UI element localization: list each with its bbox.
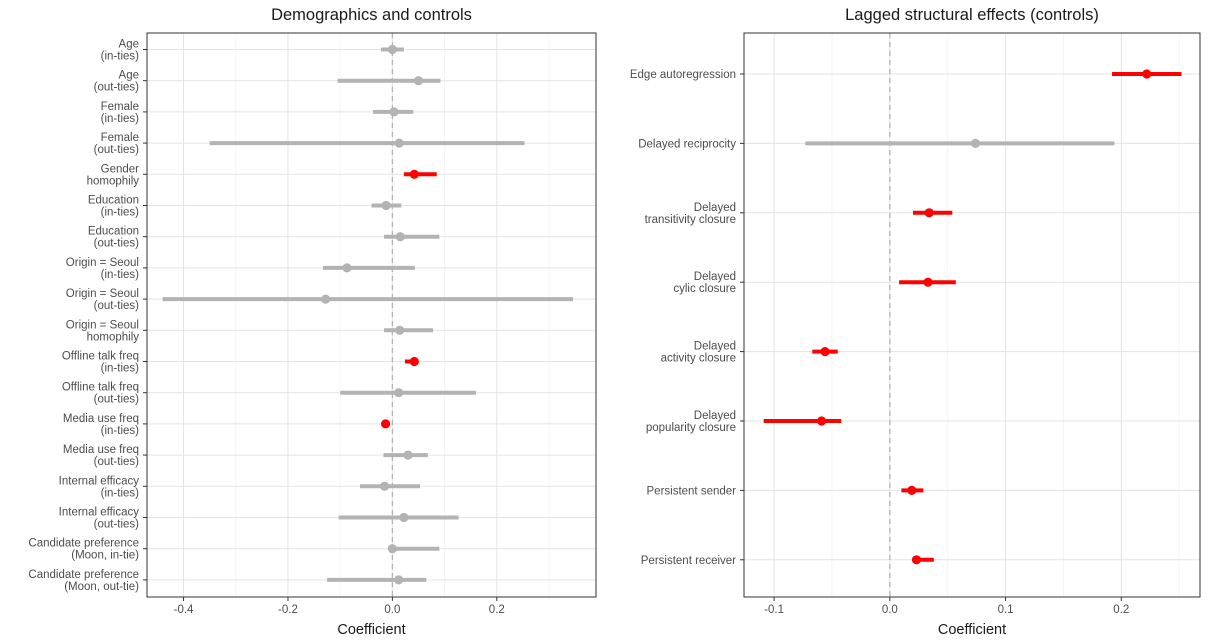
category-label: Media use freq	[63, 413, 139, 425]
point-estimate	[820, 347, 830, 357]
category-label: Persistent sender	[647, 485, 737, 497]
category-label: Persistent receiver	[641, 555, 736, 567]
category-label: Delayed	[694, 202, 736, 214]
category-label: (in-ties)	[101, 363, 140, 375]
category-label: (out-ties)	[94, 394, 140, 406]
category-label: (out-ties)	[94, 519, 140, 531]
x-tick-label: 0.0	[882, 604, 898, 616]
category-label: activity closure	[661, 353, 736, 365]
point-estimate	[409, 356, 419, 367]
left-panel-demographics: Age(in-ties)Age(out-ties)Female(in-ties)…	[28, 32, 597, 616]
category-label: Offline talk freq	[62, 351, 139, 363]
category-label: Internal efficacy	[59, 507, 140, 519]
category-label: (in-ties)	[101, 113, 140, 125]
panel-border	[146, 32, 597, 598]
x-tick-label: 0.0	[384, 604, 400, 616]
x-tick-label: -0.2	[278, 604, 298, 616]
category-label: (out-ties)	[94, 456, 140, 468]
category-label: (Moon, out-tie)	[64, 581, 139, 593]
point-estimate	[342, 263, 352, 273]
category-label: homophily	[87, 331, 140, 343]
category-label: Media use freq	[63, 444, 139, 456]
category-label: (in-ties)	[101, 487, 140, 499]
category-label: Female	[101, 101, 139, 113]
category-label: Candidate preference	[28, 538, 139, 550]
category-label: Delayed	[694, 341, 736, 353]
category-label: homophily	[87, 175, 140, 187]
left-x-axis-title: Coefficient	[337, 622, 405, 638]
left-panel-title: Demographics and controls	[271, 6, 472, 24]
category-label: Delayed reciprocity	[638, 138, 736, 150]
point-estimate	[395, 232, 405, 242]
right-panel-title: Lagged structural effects (controls)	[845, 6, 1099, 24]
category-label: Education	[88, 195, 139, 207]
category-label: (out-ties)	[94, 144, 140, 156]
point-estimate	[387, 544, 397, 554]
category-label: popularity closure	[646, 422, 736, 434]
point-estimate	[816, 416, 827, 426]
panel-border	[743, 32, 1201, 598]
point-estimate	[379, 481, 390, 491]
point-estimate	[911, 555, 922, 565]
category-label: (out-ties)	[94, 238, 140, 250]
category-label: (in-ties)	[101, 51, 140, 63]
category-label: (in-ties)	[101, 269, 140, 281]
point-estimate	[394, 138, 404, 148]
point-estimate	[403, 450, 413, 460]
category-label: Internal efficacy	[59, 475, 140, 487]
category-label: (in-ties)	[101, 425, 140, 437]
x-tick-label: -0.4	[174, 604, 194, 616]
point-estimate	[387, 44, 397, 55]
right-x-axis-title: Coefficient	[938, 622, 1006, 638]
category-label: Age	[119, 70, 139, 82]
point-estimate	[907, 485, 917, 495]
category-label: (in-ties)	[101, 207, 140, 219]
point-estimate	[1142, 69, 1152, 79]
category-label: Age	[119, 39, 139, 51]
point-estimate	[380, 419, 391, 429]
category-label: (out-ties)	[94, 82, 140, 94]
x-tick-label: 0.2	[1113, 604, 1129, 616]
category-label: Edge autoregression	[630, 69, 736, 81]
point-estimate	[970, 138, 981, 148]
point-estimate	[409, 169, 419, 179]
x-tick-label: -0.1	[764, 604, 784, 616]
category-label: cylic closure	[673, 283, 736, 295]
point-estimate	[381, 200, 391, 211]
point-estimate	[399, 512, 409, 523]
category-label: Delayed	[694, 271, 736, 283]
category-label: Candidate preference	[28, 569, 139, 581]
category-label: Origin = Seoul	[66, 257, 139, 269]
category-label: (Moon, in-tie)	[71, 550, 139, 562]
point-estimate	[394, 388, 404, 398]
category-label: Origin = Seoul	[66, 288, 139, 300]
category-label: Delayed	[694, 410, 736, 422]
x-tick-label: 0.2	[489, 604, 505, 616]
x-tick-label: 0.1	[998, 604, 1014, 616]
category-label: Education	[88, 226, 139, 238]
point-estimate	[389, 107, 399, 117]
point-estimate	[320, 294, 331, 304]
right-panel-structural-effects: Edge autoregression Delayed reciprocity De…	[630, 32, 1201, 616]
category-label: Gender	[101, 163, 140, 175]
point-estimate	[923, 277, 933, 287]
point-estimate	[413, 76, 424, 86]
point-estimate	[924, 208, 934, 218]
category-label: Female	[101, 132, 139, 144]
category-label: Origin = Seoul	[66, 319, 139, 331]
category-label: transitivity closure	[645, 214, 736, 226]
category-label: Offline talk freq	[62, 382, 139, 394]
category-label: (out-ties)	[94, 300, 140, 312]
point-estimate	[395, 325, 405, 335]
point-estimate	[394, 575, 404, 585]
